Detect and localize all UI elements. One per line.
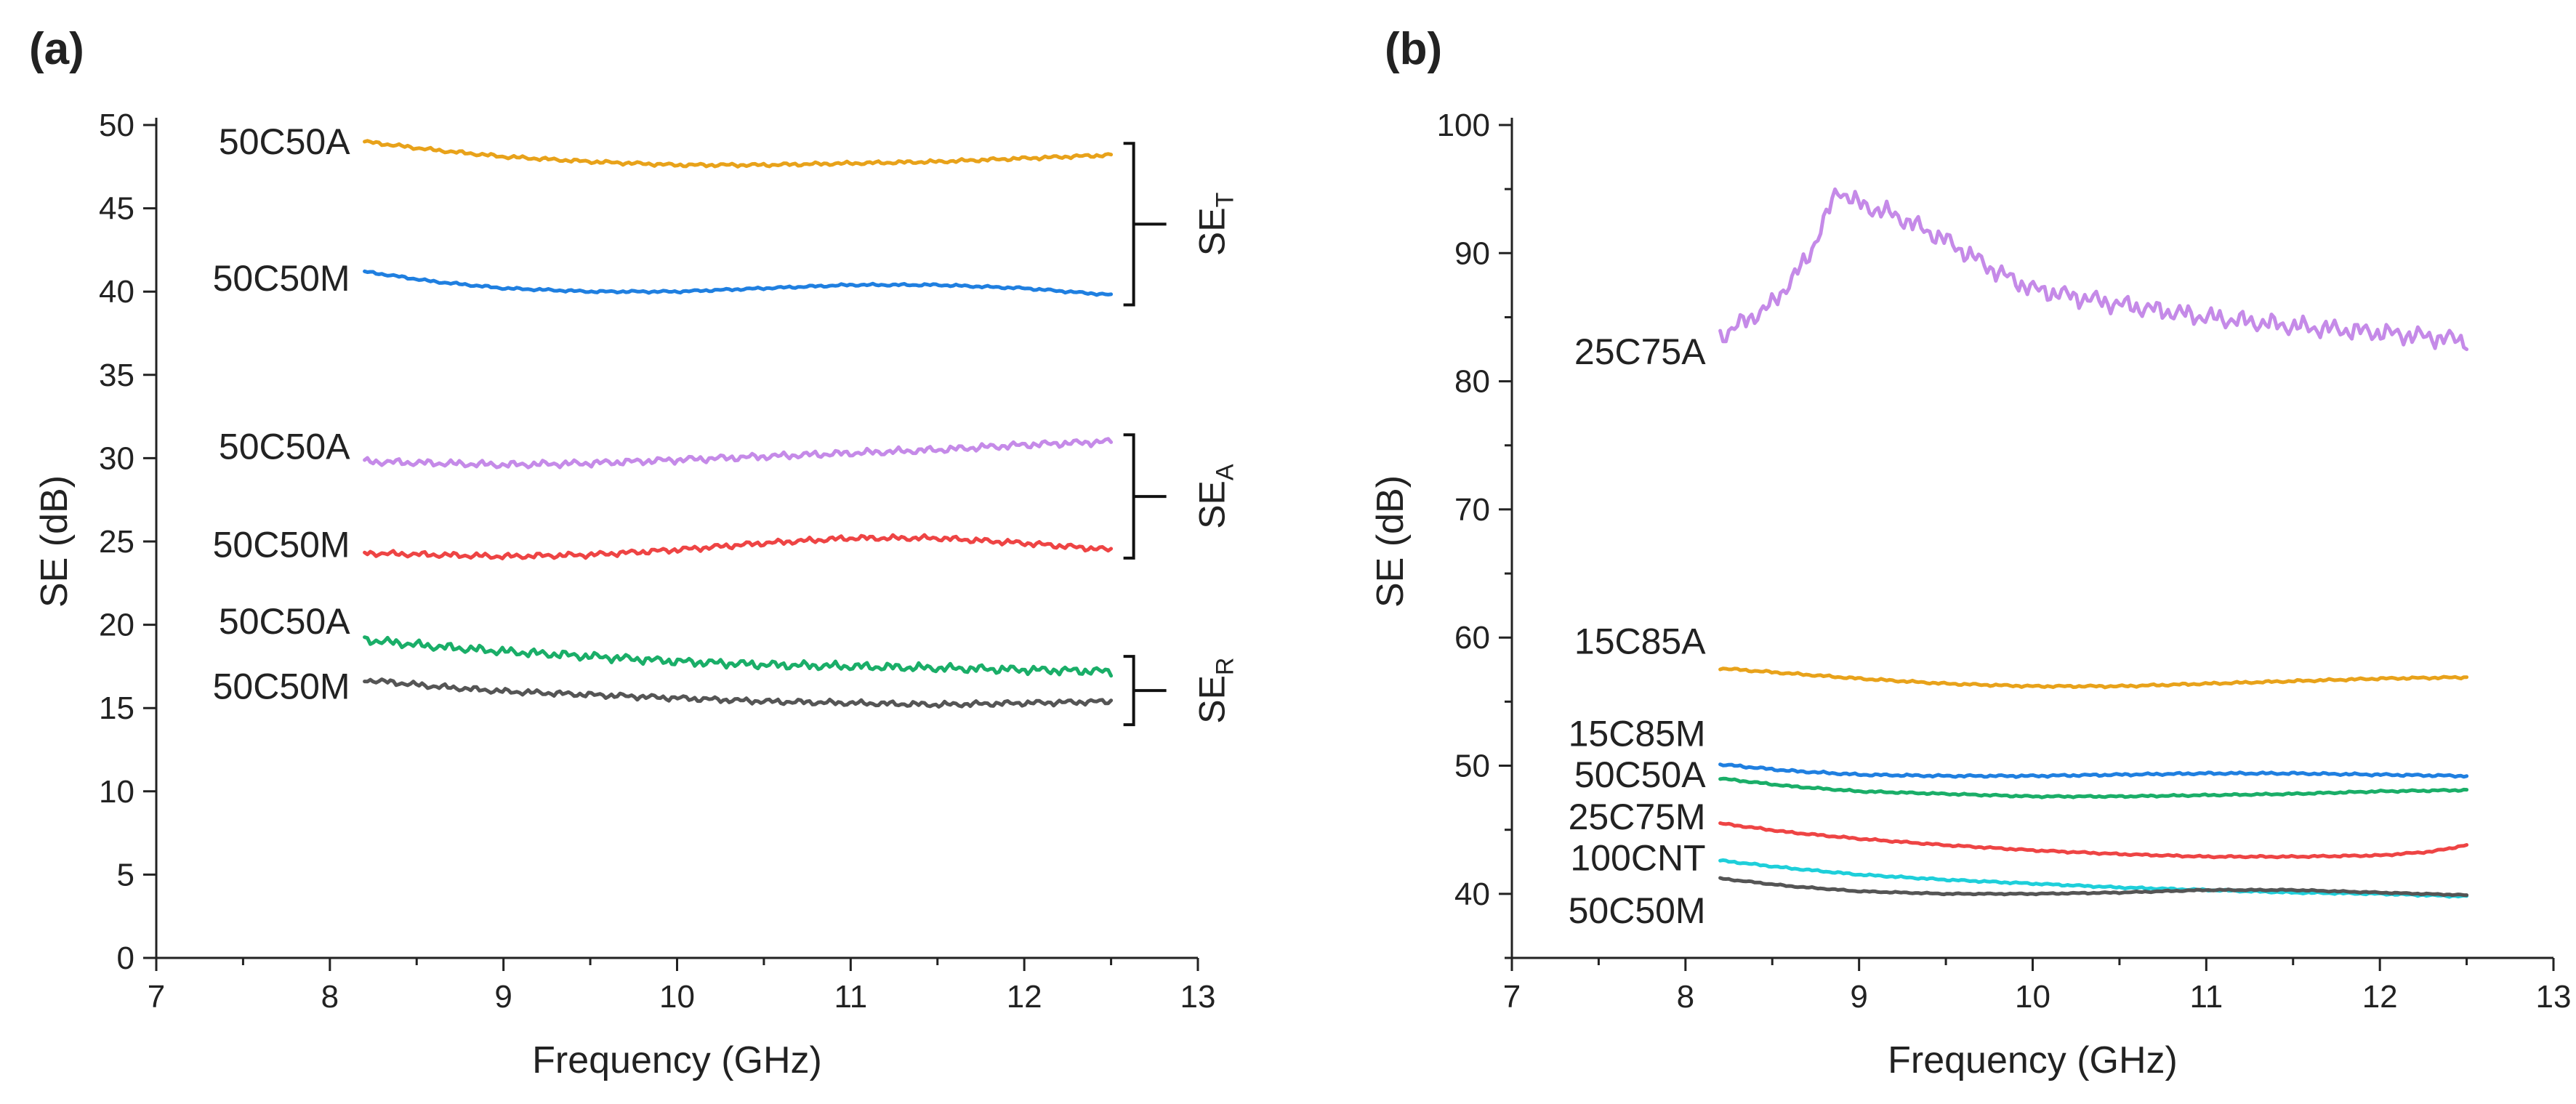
bracket-label-main: SE bbox=[1192, 480, 1233, 529]
series-line-50c50m bbox=[363, 677, 1114, 709]
bracket-label-main: SE bbox=[1192, 675, 1233, 724]
bracket-se bbox=[1123, 655, 1135, 727]
x-tick-label: 12 bbox=[1007, 979, 1042, 1015]
panel-a: (a) 7 8 9 10 11 12 13 0 5 10 15 20 25 30 35 40 45 50 Freque… bbox=[29, 24, 1239, 1081]
y-tick-label: 10 bbox=[99, 774, 134, 810]
x-tick-label: 11 bbox=[834, 979, 867, 1015]
bracket-label-sub: R bbox=[1212, 658, 1239, 676]
series-line-100cnt bbox=[1718, 858, 2469, 899]
y-tick-label: 35 bbox=[99, 358, 134, 393]
bracket-se bbox=[1123, 142, 1135, 307]
y-tick-label: 60 bbox=[1454, 620, 1490, 656]
series-line-15c85a bbox=[1718, 666, 2469, 690]
bracket-label-sub: T bbox=[1212, 193, 1239, 208]
series-label: 15C85M bbox=[1569, 713, 1706, 754]
y-tick-label: 100 bbox=[1437, 108, 1490, 143]
series-line-50c50m bbox=[1718, 876, 2469, 898]
y-tick-label: 50 bbox=[99, 108, 134, 143]
x-tick-label: 11 bbox=[2189, 979, 2223, 1015]
series-line-50c50a bbox=[363, 635, 1114, 678]
y-tick-label: 0 bbox=[117, 940, 134, 976]
series-line-50c50a bbox=[363, 139, 1114, 169]
y-tick-label: 30 bbox=[99, 440, 134, 476]
bracket-se bbox=[1123, 433, 1135, 560]
x-axis-title: Frequency (GHz) bbox=[532, 1039, 822, 1081]
x-tick-label: 13 bbox=[1180, 979, 1216, 1015]
bracket-label-main: SE bbox=[1192, 207, 1233, 256]
series-label: 100CNT bbox=[1570, 837, 1705, 878]
series-label: 25C75M bbox=[1569, 797, 1706, 837]
bracket-label-sub: A bbox=[1212, 464, 1239, 480]
series-label: 50C50M bbox=[213, 525, 350, 565]
panel-label: (b) bbox=[1385, 24, 1442, 74]
y-axis-title: SE (dB) bbox=[33, 475, 76, 608]
y-tick-label: 70 bbox=[1454, 492, 1490, 528]
x-tick-label: 8 bbox=[321, 979, 339, 1015]
series-line-50c50a bbox=[1718, 776, 2469, 799]
x-tick-label: 9 bbox=[1850, 979, 1867, 1015]
y-tick-label: 5 bbox=[117, 857, 134, 893]
y-tick-label: 40 bbox=[99, 274, 134, 310]
y-axis-title: SE (dB) bbox=[1369, 475, 1412, 608]
series-line-25c75a bbox=[1718, 187, 2469, 352]
panel-b: (b) 7 8 9 10 11 12 13 40 50 60 70 80 90 100 Frequency (… bbox=[1369, 24, 2571, 1081]
y-tick-label: 20 bbox=[99, 608, 134, 643]
x-tick-label: 13 bbox=[2536, 979, 2572, 1015]
series-line-50c50a bbox=[363, 437, 1114, 470]
series-label: 50C50A bbox=[219, 426, 350, 467]
series-label: 50C50A bbox=[219, 121, 350, 162]
panel-label: (a) bbox=[29, 24, 84, 74]
series-label: 50C50A bbox=[1574, 754, 1706, 795]
bracket-label: SET bbox=[1192, 193, 1239, 256]
x-tick-label: 8 bbox=[1677, 979, 1694, 1015]
series-label: 50C50A bbox=[219, 601, 350, 642]
y-tick-label: 25 bbox=[99, 524, 134, 560]
y-tick-label: 80 bbox=[1454, 364, 1490, 400]
y-tick-label: 15 bbox=[99, 690, 134, 726]
series-line-25c75m bbox=[1718, 821, 2469, 860]
bracket-label: SEA bbox=[1192, 464, 1239, 529]
series-line-50c50m bbox=[363, 269, 1114, 297]
x-tick-label: 10 bbox=[659, 979, 695, 1015]
series-label: 15C85A bbox=[1574, 621, 1706, 662]
series-label: 50C50M bbox=[213, 666, 350, 706]
series-label: 25C75A bbox=[1574, 331, 1706, 372]
y-tick-label: 90 bbox=[1454, 235, 1490, 271]
x-tick-label: 12 bbox=[2362, 979, 2398, 1015]
series-label: 50C50M bbox=[1569, 890, 1706, 931]
y-tick-label: 50 bbox=[1454, 749, 1490, 784]
bracket-label: SER bbox=[1192, 658, 1239, 724]
series-line-50c50m bbox=[363, 533, 1114, 560]
y-tick-label: 40 bbox=[1454, 877, 1490, 912]
series-line-15c85m bbox=[1718, 762, 2469, 779]
x-axis-title: Frequency (GHz) bbox=[1888, 1039, 2178, 1081]
x-tick-label: 7 bbox=[1503, 979, 1521, 1015]
x-tick-label: 10 bbox=[2015, 979, 2050, 1015]
x-tick-label: 7 bbox=[148, 979, 165, 1015]
series-label: 50C50M bbox=[213, 258, 350, 299]
y-tick-label: 45 bbox=[99, 191, 134, 227]
x-tick-label: 9 bbox=[494, 979, 512, 1015]
